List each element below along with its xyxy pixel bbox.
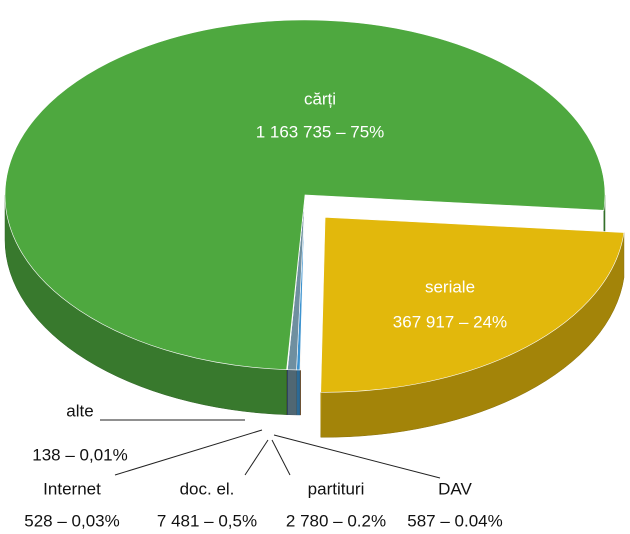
leader-line [114, 429, 263, 476]
slice-label: DAV [438, 479, 472, 498]
slice [320, 216, 625, 393]
slice-label: alte [66, 401, 93, 420]
slice-label: cărți [304, 89, 336, 108]
leader-line [244, 439, 269, 476]
leader-line [271, 439, 291, 476]
value-label: 528 – 0,03% [24, 511, 119, 530]
slice-side [287, 369, 297, 416]
value-label: 2 780 – 0.2% [286, 511, 386, 530]
slice-label: doc. el. [180, 479, 235, 498]
leader-line [273, 434, 441, 479]
value-label: 7 481 – 0,5% [157, 511, 257, 530]
value-label: 1 163 735 – 75% [256, 122, 385, 141]
value-label: 138 – 0,01% [32, 445, 127, 464]
value-label: 367 917 – 24% [393, 312, 507, 331]
slice-side [296, 369, 301, 416]
slice [4, 19, 606, 370]
slice-label: Internet [43, 479, 101, 498]
slice-label: partituri [308, 479, 365, 498]
value-label: 587 – 0.04% [407, 511, 502, 530]
slice-label: seriale [425, 277, 475, 296]
